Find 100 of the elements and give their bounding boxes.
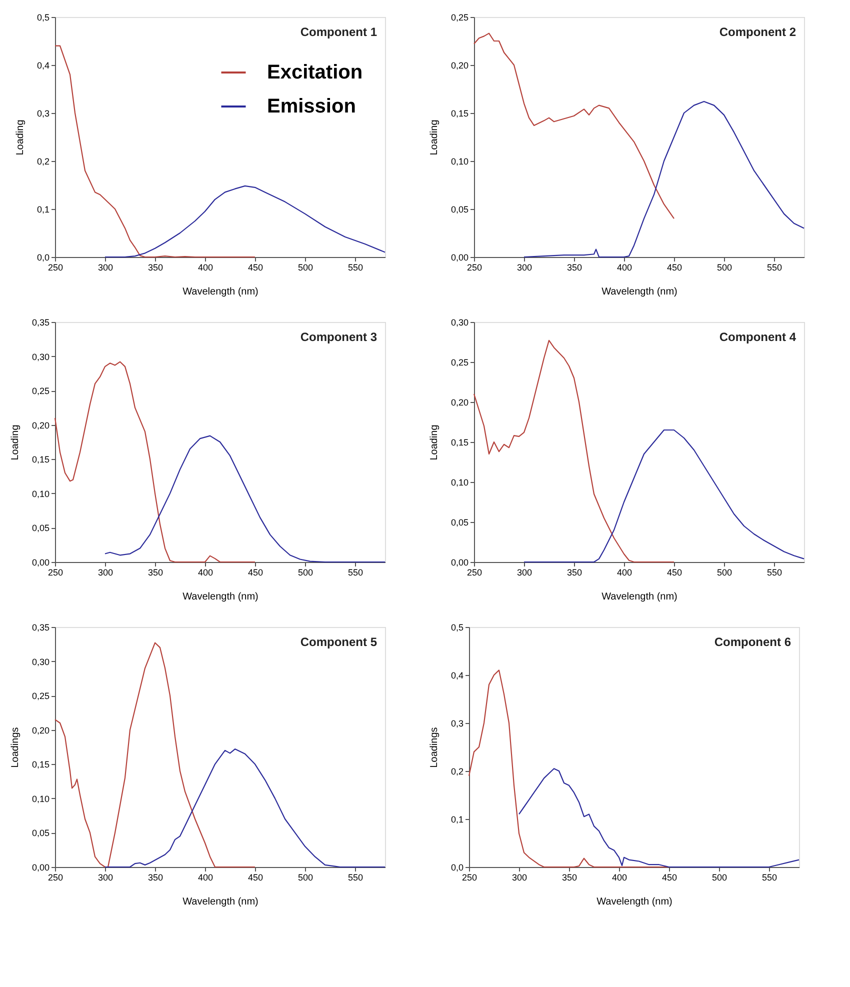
x-tick-label: 350 xyxy=(148,872,164,882)
y-axis-title: Loading xyxy=(10,424,21,460)
y-tick-label: 0,30 xyxy=(32,352,50,362)
y-tick-label: 0,10 xyxy=(32,794,50,804)
y-tick-label: 0,4 xyxy=(450,670,464,680)
y-tick-label: 0,25 xyxy=(450,358,468,368)
y-axis-title: Loadings xyxy=(428,727,440,768)
x-axis-title: Wavelength (nm) xyxy=(182,592,258,602)
x-tick-label: 450 xyxy=(248,872,264,882)
x-axis-title: Wavelength (nm) xyxy=(596,896,672,908)
line-series xyxy=(468,670,670,868)
y-tick-label: 0,2 xyxy=(36,156,50,166)
y-tick-label: 0,00 xyxy=(450,558,468,568)
x-tick-label: 300 xyxy=(98,872,114,882)
line-series xyxy=(104,435,386,563)
y-tick-label: 0,20 xyxy=(450,60,468,70)
x-tick-label: 500 xyxy=(298,872,314,882)
x-tick-label: 400 xyxy=(198,568,214,578)
y-tick-label: 0,05 xyxy=(32,523,50,534)
y-tick-label: 0,3 xyxy=(36,108,50,118)
text: Component 2 xyxy=(719,25,796,39)
x-tick-label: 250 xyxy=(466,262,482,272)
y-tick-label: 0,35 xyxy=(32,318,50,328)
line-series xyxy=(473,32,675,220)
x-axis-title: Wavelength (nm) xyxy=(182,896,258,908)
x-tick-label: 350 xyxy=(566,568,582,578)
y-tick-label: 0,20 xyxy=(450,398,468,408)
text: Component 3 xyxy=(300,330,378,344)
y-axis-title: Loadings xyxy=(10,727,21,768)
line-series xyxy=(518,768,800,868)
line-series xyxy=(104,185,386,258)
line-series xyxy=(104,748,386,868)
y-tick-label: 0,4 xyxy=(36,60,50,70)
x-tick-label: 250 xyxy=(48,262,64,272)
x-tick-label: 450 xyxy=(248,262,264,272)
y-axis-title: Loading xyxy=(14,120,26,156)
x-tick-label: 500 xyxy=(716,568,732,578)
x-tick-label: 400 xyxy=(198,262,214,272)
x-tick-label: 300 xyxy=(516,262,532,272)
line-series xyxy=(54,361,256,563)
x-tick-label: 300 xyxy=(98,568,114,578)
y-tick-label: 0,00 xyxy=(32,862,50,872)
y-tick-label: 0,00 xyxy=(450,252,468,262)
y-tick-label: 0,10 xyxy=(450,478,468,488)
x-tick-label: 450 xyxy=(662,872,678,882)
text: Component 4 xyxy=(719,330,796,344)
y-tick-label: 0,20 xyxy=(32,725,50,736)
x-tick-label: 400 xyxy=(198,872,214,882)
text: Component 6 xyxy=(714,635,792,649)
y-tick-label: 0,10 xyxy=(450,156,468,166)
y-tick-label: 0,35 xyxy=(32,622,50,632)
legend-label: Excitation xyxy=(267,62,363,84)
x-tick-label: 350 xyxy=(148,568,164,578)
y-tick-label: 0,15 xyxy=(32,454,50,465)
y-tick-label: 0,20 xyxy=(32,420,50,430)
y-tick-label: 0,00 xyxy=(32,558,50,568)
line-series xyxy=(523,429,805,563)
y-tick-label: 0,25 xyxy=(32,386,50,396)
y-tick-label: 0,5 xyxy=(450,622,464,632)
y-axis-title: Loading xyxy=(428,120,440,156)
x-tick-label: 500 xyxy=(298,262,314,272)
x-tick-label: 250 xyxy=(466,568,482,578)
x-tick-label: 300 xyxy=(512,872,528,882)
text: Component 1 xyxy=(300,25,378,39)
y-tick-label: 0,5 xyxy=(36,12,50,22)
text: Component 5 xyxy=(300,635,378,649)
y-tick-label: 0,05 xyxy=(450,204,468,214)
x-axis-title: Wavelength (nm) xyxy=(182,286,258,298)
x-tick-label: 350 xyxy=(148,262,164,272)
y-tick-label: 0,05 xyxy=(32,828,50,838)
y-tick-label: 0,15 xyxy=(32,760,50,770)
x-tick-label: 550 xyxy=(348,262,364,272)
x-tick-label: 400 xyxy=(612,872,628,882)
x-tick-label: 300 xyxy=(98,262,114,272)
y-tick-label: 0,0 xyxy=(36,252,50,262)
x-tick-label: 400 xyxy=(616,262,632,272)
x-tick-label: 450 xyxy=(248,568,264,578)
line-series xyxy=(473,340,675,563)
x-tick-label: 550 xyxy=(762,872,778,882)
y-tick-label: 0,15 xyxy=(450,108,468,118)
x-tick-label: 550 xyxy=(766,262,782,272)
y-axis-title: Loading xyxy=(428,424,440,460)
x-tick-label: 500 xyxy=(716,262,732,272)
x-tick-label: 300 xyxy=(516,568,532,578)
x-tick-label: 350 xyxy=(566,262,582,272)
x-tick-label: 250 xyxy=(48,568,64,578)
x-tick-label: 450 xyxy=(666,568,682,578)
y-tick-label: 0,1 xyxy=(450,814,464,824)
x-axis-title: Wavelength (nm) xyxy=(602,592,678,602)
line-series xyxy=(54,642,256,868)
y-tick-label: 0,15 xyxy=(450,438,468,448)
y-tick-label: 0,25 xyxy=(32,691,50,702)
x-axis-title: Wavelength (nm) xyxy=(602,286,678,298)
y-tick-label: 0,30 xyxy=(450,318,468,328)
x-tick-label: 550 xyxy=(348,872,364,882)
y-tick-label: 0,05 xyxy=(450,518,468,528)
line-series xyxy=(523,100,805,258)
y-tick-label: 0,30 xyxy=(32,656,50,667)
x-tick-label: 350 xyxy=(562,872,578,882)
x-tick-label: 500 xyxy=(298,568,314,578)
